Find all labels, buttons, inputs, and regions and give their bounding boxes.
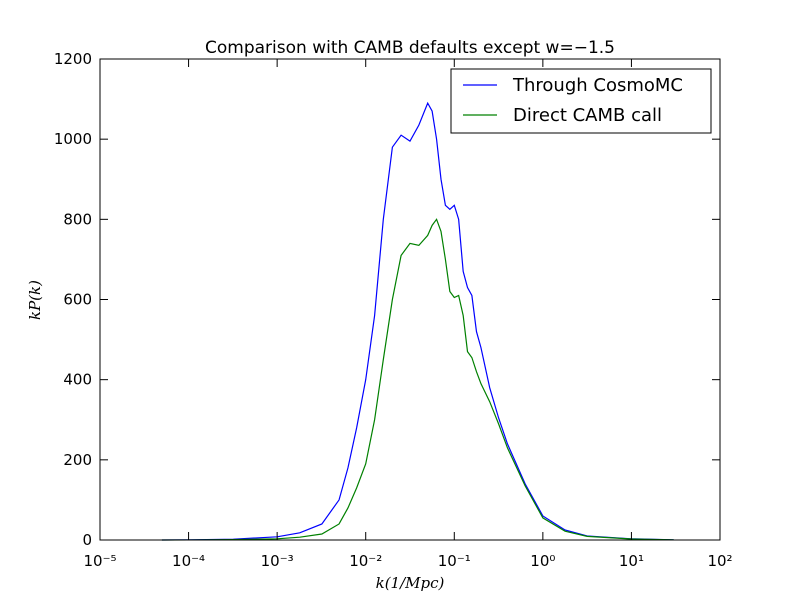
y-axis-label: kP(k)	[26, 280, 44, 320]
data-line	[161, 218, 674, 541]
y-tick-label: 1000	[54, 130, 92, 148]
y-tick-label: 1200	[54, 50, 92, 68]
x-tick-label: 10⁻²	[349, 552, 382, 570]
y-tick-label: 600	[63, 291, 92, 309]
x-axis-label: k(1/Mpc)	[376, 574, 445, 592]
y-tick-label: 800	[63, 210, 92, 228]
x-tick-label: 10⁻⁵	[83, 552, 116, 570]
x-tick-label: 10²	[707, 552, 732, 570]
y-tick-label: 0	[82, 531, 92, 549]
x-tick-label: 10⁻⁴	[172, 552, 205, 570]
legend-label: Through CosmoMC	[512, 75, 683, 96]
chart-title: Comparison with CAMB defaults except w=−…	[205, 38, 615, 58]
x-tick-label: 10⁰	[530, 552, 555, 570]
x-tick-label: 10⁻³	[261, 552, 294, 570]
x-tick-label: 10¹	[619, 552, 644, 570]
y-tick-label: 400	[63, 371, 92, 389]
y-tick-label: 200	[63, 451, 92, 469]
legend-label: Direct CAMB call	[513, 105, 662, 126]
legend-box	[450, 68, 712, 134]
data-line	[161, 101, 674, 541]
x-tick-label: 10⁻¹	[438, 552, 471, 570]
